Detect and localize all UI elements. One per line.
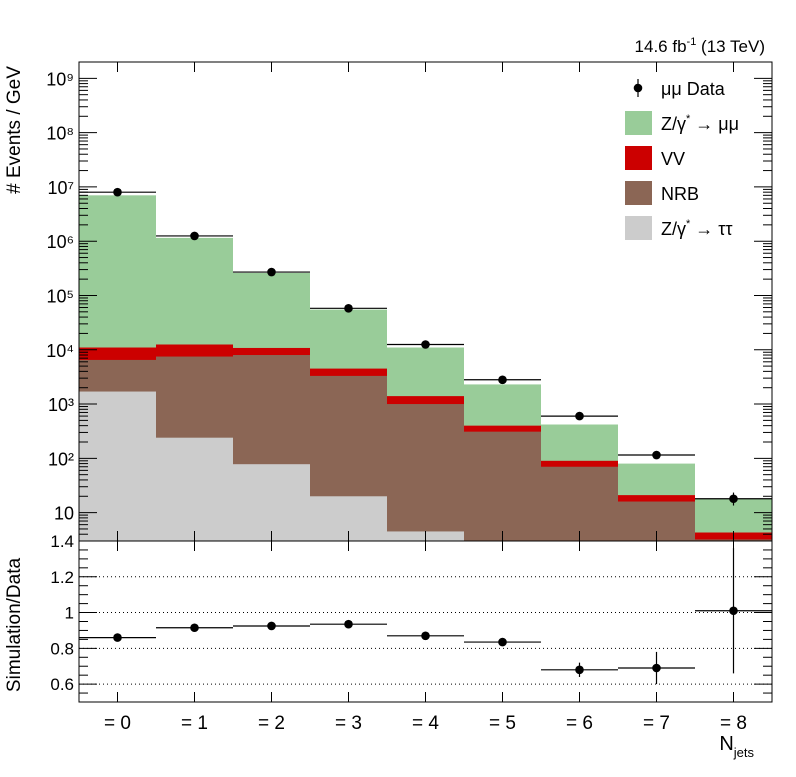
legend-label-data: μμ Data — [661, 79, 726, 99]
x-tick-label: = 6 — [566, 713, 593, 734]
y-tick-label: 10⁴ — [46, 341, 74, 361]
bottom-y-axis-title: Simulation/Data — [4, 558, 25, 693]
y-tick-label: 10⁷ — [47, 178, 74, 198]
ratio-point — [498, 637, 507, 647]
legend: μμ Data Z/γ* → μμ VV NRB Z/γ* → ττ — [625, 79, 739, 240]
data-point — [421, 340, 430, 349]
data-point — [729, 494, 738, 504]
x-axis-title: Njets — [719, 733, 754, 760]
stack-bar-nrb — [464, 431, 541, 541]
data-point — [267, 267, 276, 277]
ratio-point — [344, 619, 353, 629]
ratio-point — [652, 663, 661, 673]
legend-swatch-dy-tautau — [625, 216, 652, 240]
legend-label-nrb: NRB — [661, 184, 699, 204]
data-point — [113, 187, 122, 197]
legend-swatch-dy-mumu — [625, 111, 652, 135]
y-tick-label: 10⁸ — [46, 124, 74, 144]
stack-bar-dy-tautau — [233, 464, 310, 541]
x-tick-label: = 2 — [258, 713, 285, 734]
ratio-y-tick-label: 1.2 — [50, 568, 74, 587]
y-tick-label: 10⁶ — [47, 232, 74, 252]
legend-label-dy-tautau: Z/γ* → ττ — [661, 218, 733, 239]
data-point — [652, 450, 661, 460]
legend-label-dy-mumu: Z/γ* → μμ — [661, 113, 739, 134]
ratio-point — [421, 631, 430, 641]
ratio-point — [113, 633, 122, 642]
ratio-point — [575, 665, 584, 675]
ratio-point — [190, 623, 199, 633]
x-tick-label: = 1 — [181, 713, 208, 734]
legend-label-vv: VV — [661, 149, 685, 169]
ratio-y-tick-label: 1.4 — [50, 532, 74, 551]
y-tick-label: 10³ — [48, 395, 74, 415]
y-tick-label: 10² — [48, 449, 74, 469]
top-y-axis-title: # Events / GeV — [4, 66, 25, 194]
data-point — [575, 411, 584, 421]
ratio-plot-frame — [78, 540, 773, 703]
stack-bar-dy-tautau — [79, 391, 156, 541]
stack-bar-dy-tautau — [156, 437, 233, 541]
y-tick-label: 10⁹ — [46, 69, 74, 89]
legend-swatch-nrb — [625, 181, 652, 205]
ratio-y-tick-label: 0.8 — [50, 639, 74, 658]
ratio-y-tick-label: 1 — [65, 604, 74, 623]
stack-bar-nrb — [541, 466, 618, 541]
x-tick-label: = 3 — [335, 713, 362, 734]
x-tick-label: = 8 — [720, 713, 747, 734]
x-tick-label: = 7 — [643, 713, 670, 734]
x-tick-label: = 4 — [412, 713, 439, 734]
x-tick-label: = 5 — [489, 713, 516, 734]
ratio-point — [729, 606, 738, 616]
x-tick-label: = 0 — [104, 713, 131, 734]
stack-bar-nrb — [387, 404, 464, 541]
ratio-point — [267, 621, 276, 631]
y-tick-label: 10 — [54, 504, 74, 524]
ratio-plot: 0.6 0.8 1 1.2 1.4 = 0 = 1 = 2 = 3 = 4 = 5 = 6 = 7 = 8 — [50, 532, 773, 734]
data-point — [344, 304, 353, 313]
legend-marker — [633, 83, 643, 93]
lumi-label: 14.6 fb-1 (13 TeV) — [635, 36, 765, 56]
data-point — [190, 231, 199, 241]
legend-swatch-vv — [625, 146, 652, 170]
y-tick-label: 10⁵ — [47, 286, 74, 306]
data-point — [498, 375, 507, 385]
ratio-y-tick-label: 0.6 — [50, 675, 74, 694]
main-plot: 10 10² 10³ 10⁴ 10⁵ 10⁶ 10⁷ 10⁸ 10⁹ — [46, 61, 773, 542]
